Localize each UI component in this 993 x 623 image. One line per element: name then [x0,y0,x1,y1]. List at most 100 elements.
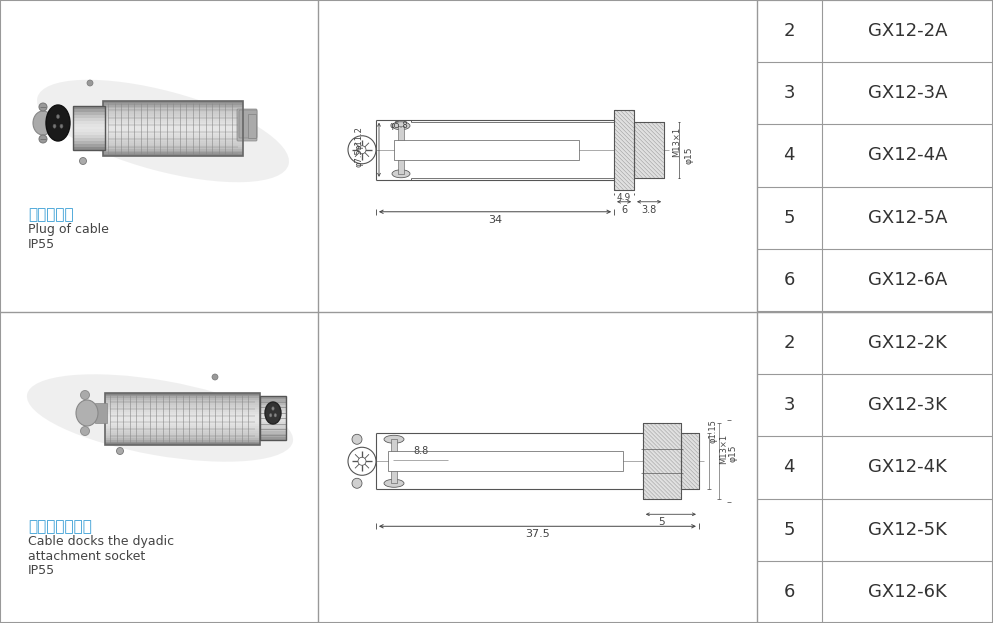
Text: GX12-2K: GX12-2K [868,334,947,352]
Bar [642,423,681,499]
Text: 电缆式插头: 电缆式插头 [28,207,73,222]
Text: GX12-3K: GX12-3K [868,396,947,414]
Text: 2: 2 [783,334,794,352]
Bar [105,441,260,444]
Ellipse shape [39,135,47,143]
Bar [105,396,260,398]
Ellipse shape [348,136,376,164]
Bar [103,154,243,156]
Bar [105,397,260,400]
Bar [260,425,286,428]
Ellipse shape [57,115,60,118]
Text: GX12-6A: GX12-6A [868,271,947,289]
Bar [248,114,256,138]
Bar [73,138,105,141]
Bar [260,422,286,426]
Bar [103,146,243,149]
Ellipse shape [60,124,63,128]
Bar [73,126,105,130]
Bar [103,148,243,151]
Ellipse shape [272,407,274,411]
Ellipse shape [27,374,293,462]
Bar [73,141,105,144]
Bar [260,430,286,434]
Bar [260,428,286,431]
Bar [681,433,699,489]
Text: GX12-2A: GX12-2A [868,22,947,40]
Bar [73,123,105,126]
Bar [105,417,260,419]
Ellipse shape [80,427,89,435]
Bar [103,101,243,156]
Ellipse shape [384,435,404,444]
Bar [103,102,243,105]
Ellipse shape [80,391,89,399]
Bar [105,430,260,433]
Bar [105,439,260,442]
Ellipse shape [348,447,376,475]
Bar [73,135,105,138]
Text: 4: 4 [783,146,794,164]
Ellipse shape [274,414,277,417]
Bar [105,410,260,412]
Ellipse shape [87,80,93,86]
Bar [103,131,243,134]
Bar [260,419,286,422]
Bar [105,421,260,422]
Bar [103,123,243,125]
Text: GX12-5K: GX12-5K [868,521,947,539]
Bar [105,399,260,402]
Bar [105,422,260,424]
Ellipse shape [269,414,272,417]
Text: GX12-6K: GX12-6K [868,583,947,601]
Bar [614,110,635,190]
Ellipse shape [79,158,86,164]
Ellipse shape [33,111,53,135]
Bar [103,145,243,147]
Bar [103,137,243,140]
Bar [105,406,260,409]
Bar [103,108,243,110]
Bar [105,426,260,427]
Bar [105,392,260,395]
Bar [105,412,260,414]
Bar [103,133,243,136]
Bar [105,404,260,407]
Text: φ11.2: φ11.2 [354,126,363,150]
Text: 8.8: 8.8 [413,446,428,456]
Text: GX12-3A: GX12-3A [868,84,947,102]
Text: φ15: φ15 [729,445,738,462]
Ellipse shape [39,103,47,111]
Text: φ15: φ15 [684,146,693,163]
Bar [260,416,286,419]
Bar [103,110,243,112]
Text: φ7.5: φ7.5 [354,148,363,167]
Bar [614,110,635,190]
Text: 4: 4 [783,459,794,477]
Circle shape [352,434,362,444]
Ellipse shape [116,447,123,455]
Bar [103,141,243,143]
Text: Plug of cable: Plug of cable [28,224,109,237]
Text: 电缆对接式插座: 电缆对接式插座 [28,520,92,535]
Bar [398,126,404,174]
Bar [105,393,260,445]
Bar [105,419,260,421]
Text: 5: 5 [783,209,794,227]
Bar [73,117,105,121]
Bar [73,105,105,109]
Text: 3: 3 [783,84,794,102]
Bar [103,143,243,145]
Text: φ1.15: φ1.15 [709,419,718,443]
Bar [105,427,260,429]
Bar [103,128,243,130]
Text: Cable docks the dyadic: Cable docks the dyadic [28,536,174,548]
Bar [105,408,260,411]
Bar [103,117,243,120]
Text: φ5.8: φ5.8 [389,121,408,130]
Bar [103,112,243,114]
Bar [73,132,105,135]
Circle shape [352,478,362,488]
Text: M13×1: M13×1 [719,434,728,464]
Text: 5: 5 [658,517,665,527]
